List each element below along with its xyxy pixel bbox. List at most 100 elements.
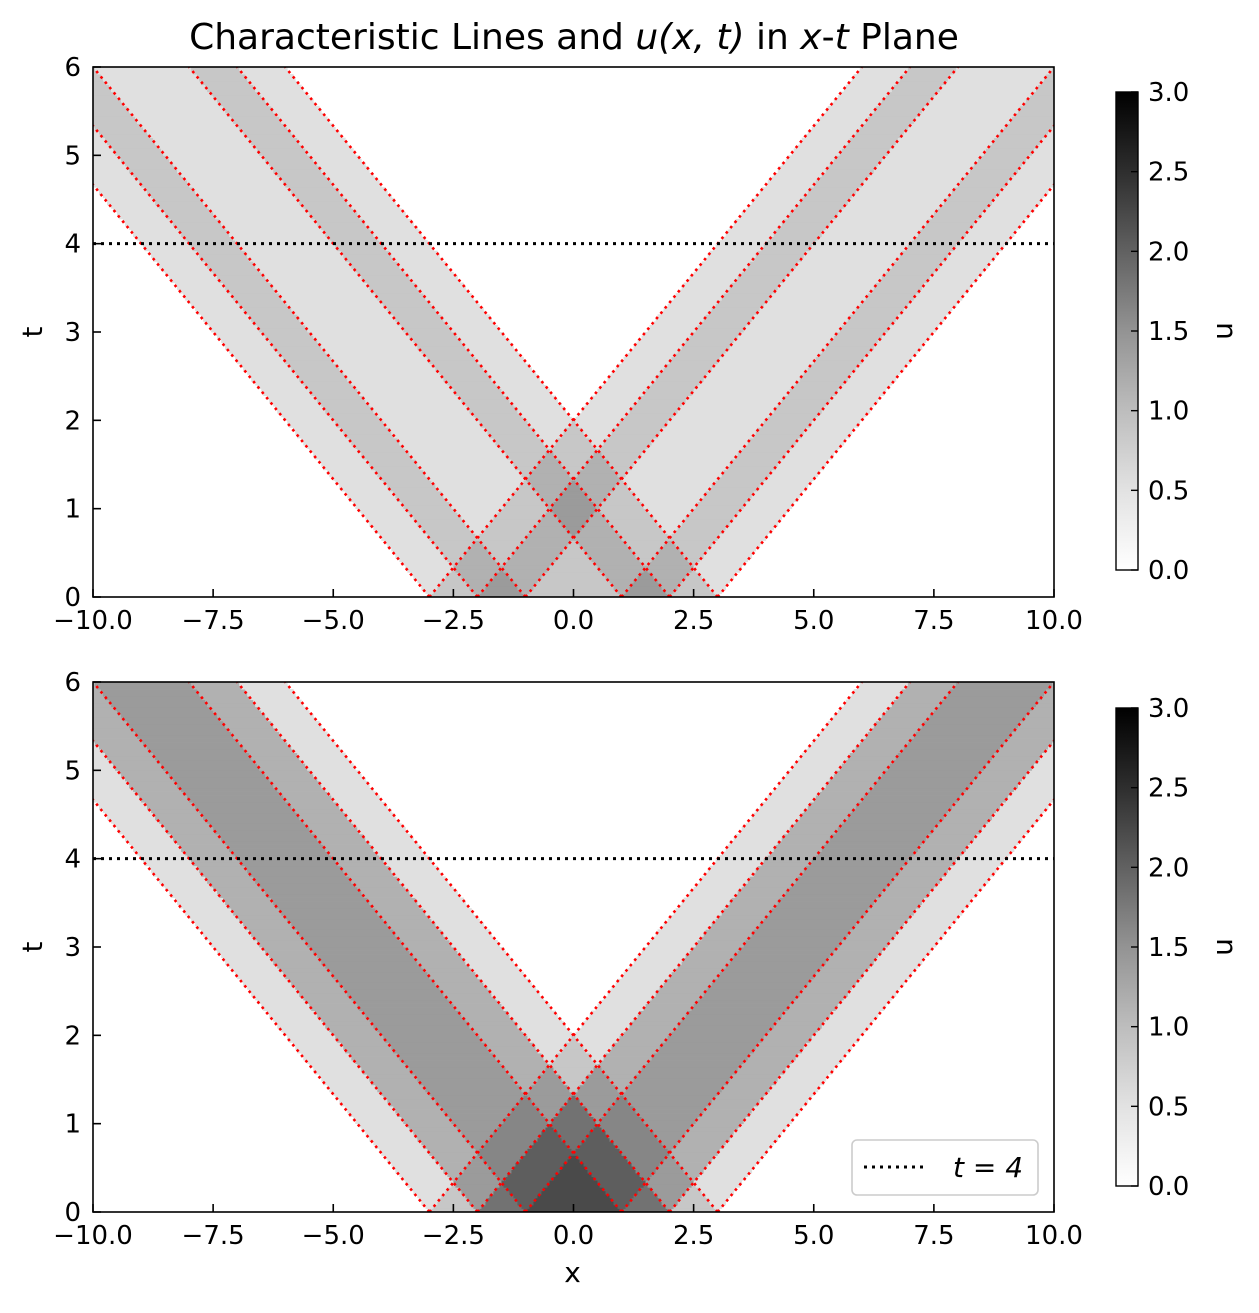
heatmap-cell: [971, 780, 1021, 785]
heatmap-cell: [351, 996, 448, 1001]
heatmap-cell: [613, 1141, 662, 1146]
heatmap-cell: [137, 735, 234, 739]
heatmap-cell: [593, 452, 602, 457]
heatmap-cell: [845, 84, 895, 89]
heatmap-cell: [393, 491, 442, 495]
heatmap-cell: [745, 939, 843, 944]
heatmap-cell: [293, 1042, 342, 1047]
heatmap-cell: [643, 947, 693, 951]
heatmap-cell: [577, 540, 626, 545]
heatmap-cell: [363, 218, 412, 223]
heatmap-cell: [631, 1162, 660, 1167]
heatmap-cell: [563, 547, 584, 552]
heatmap-cell: [199, 77, 248, 82]
heatmap-cell: [689, 1176, 699, 1181]
heatmap-cell: [833, 950, 883, 955]
colorbar-tick-label: 1.0: [1148, 397, 1189, 427]
heatmap-cell: [575, 1095, 620, 1100]
heatmap-cell: [983, 766, 1033, 771]
heatmap-cell: [119, 770, 168, 775]
heatmap-cell: [235, 356, 284, 361]
heatmap-cell: [887, 328, 937, 333]
heatmap-cell: [405, 565, 454, 570]
heatmap-cell: [625, 1155, 666, 1160]
heatmap-cell: [633, 551, 658, 555]
colorbar-tick-label: 1.5: [1148, 933, 1189, 963]
heatmap-cell: [1029, 710, 1054, 715]
heatmap-cell: [413, 515, 462, 520]
heatmap-cell: [289, 978, 338, 983]
heatmap-cell: [767, 180, 817, 184]
heatmap-cell: [563, 1045, 584, 1050]
heatmap-cell: [315, 218, 364, 223]
heatmap-cell: [461, 399, 510, 404]
heatmap-cell: [813, 183, 863, 188]
heatmap-cell: [449, 939, 498, 944]
heatmap-cell: [143, 858, 192, 863]
heatmap-cell: [359, 215, 408, 220]
heatmap-cell: [675, 353, 725, 358]
heatmap-cell: [619, 1035, 668, 1040]
heatmap-cell: [739, 508, 789, 513]
heatmap-cell: [663, 307, 713, 312]
heatmap-cell: [249, 374, 298, 379]
heatmap-cell: [505, 501, 546, 506]
heatmap-cell: [201, 314, 250, 319]
heatmap-cell: [169, 773, 266, 778]
heatmap-cell: [581, 1042, 614, 1047]
heatmap-cell: [443, 992, 492, 997]
heatmap-cell: [973, 222, 1023, 227]
heatmap-cell: [713, 540, 763, 545]
heatmap-cell: [931, 215, 981, 220]
heatmap-cell: [659, 582, 681, 587]
heatmap-cell: [909, 915, 959, 920]
top-panel: −10.0 −7.5 −5.0 −2.5 0.0 2.5 5.0 7.5 10.00123456…: [16, 53, 1239, 636]
heatmap-cell: [979, 155, 1029, 160]
heatmap-cell: [799, 756, 849, 761]
heatmap-cell: [403, 943, 452, 948]
heatmap-cell: [799, 377, 849, 382]
heatmap-cell: [303, 204, 352, 209]
heatmap-cell: [221, 339, 270, 343]
heatmap-cell: [793, 208, 843, 213]
heatmap-cell: [707, 1197, 729, 1202]
heatmap-cell: [209, 324, 258, 329]
heatmap-cell: [521, 1028, 570, 1033]
heatmap-cell: [259, 328, 308, 333]
heatmap-cell: [819, 791, 869, 796]
heatmap-cell: [559, 459, 588, 464]
heatmap-cell: [707, 370, 805, 375]
heatmap-cell: [499, 1183, 504, 1188]
heatmap-cell: [377, 473, 426, 478]
heatmap-cell: [809, 862, 907, 867]
heatmap-cell: [583, 1081, 612, 1086]
heatmap-cell: [329, 413, 378, 418]
heatmap-cell: [377, 1088, 426, 1093]
heatmap-cell: [711, 544, 761, 548]
heatmap-cell: [785, 1067, 835, 1072]
heatmap-cell: [969, 841, 1019, 845]
heatmap-cell: [689, 275, 739, 280]
heatmap-cell: [255, 88, 304, 93]
heatmap-cell: [139, 180, 188, 184]
heatmap-cell: [93, 735, 138, 739]
heatmap-cell: [893, 261, 943, 266]
heatmap-cell: [583, 1162, 632, 1167]
heatmap-cell: [1007, 180, 1054, 184]
heatmap-cell: [949, 74, 1047, 78]
heatmap-cell: [469, 1141, 486, 1146]
heatmap-cell: [469, 409, 518, 414]
heatmap-cell: [133, 788, 182, 792]
heatmap-cell: [501, 1063, 550, 1068]
heatmap-cell: [889, 148, 987, 153]
heatmap-cell: [545, 501, 554, 506]
heatmap-cell: [957, 183, 1007, 188]
heatmap-cell: [409, 1067, 506, 1072]
heatmap-cell: [475, 1031, 524, 1036]
heatmap-cell: [247, 985, 296, 990]
heatmap-cell: [789, 1063, 839, 1068]
heatmap-cell: [499, 445, 548, 449]
heatmap-cell: [133, 233, 182, 237]
heatmap-cell: [393, 551, 442, 555]
heatmap-cell: [425, 473, 522, 478]
